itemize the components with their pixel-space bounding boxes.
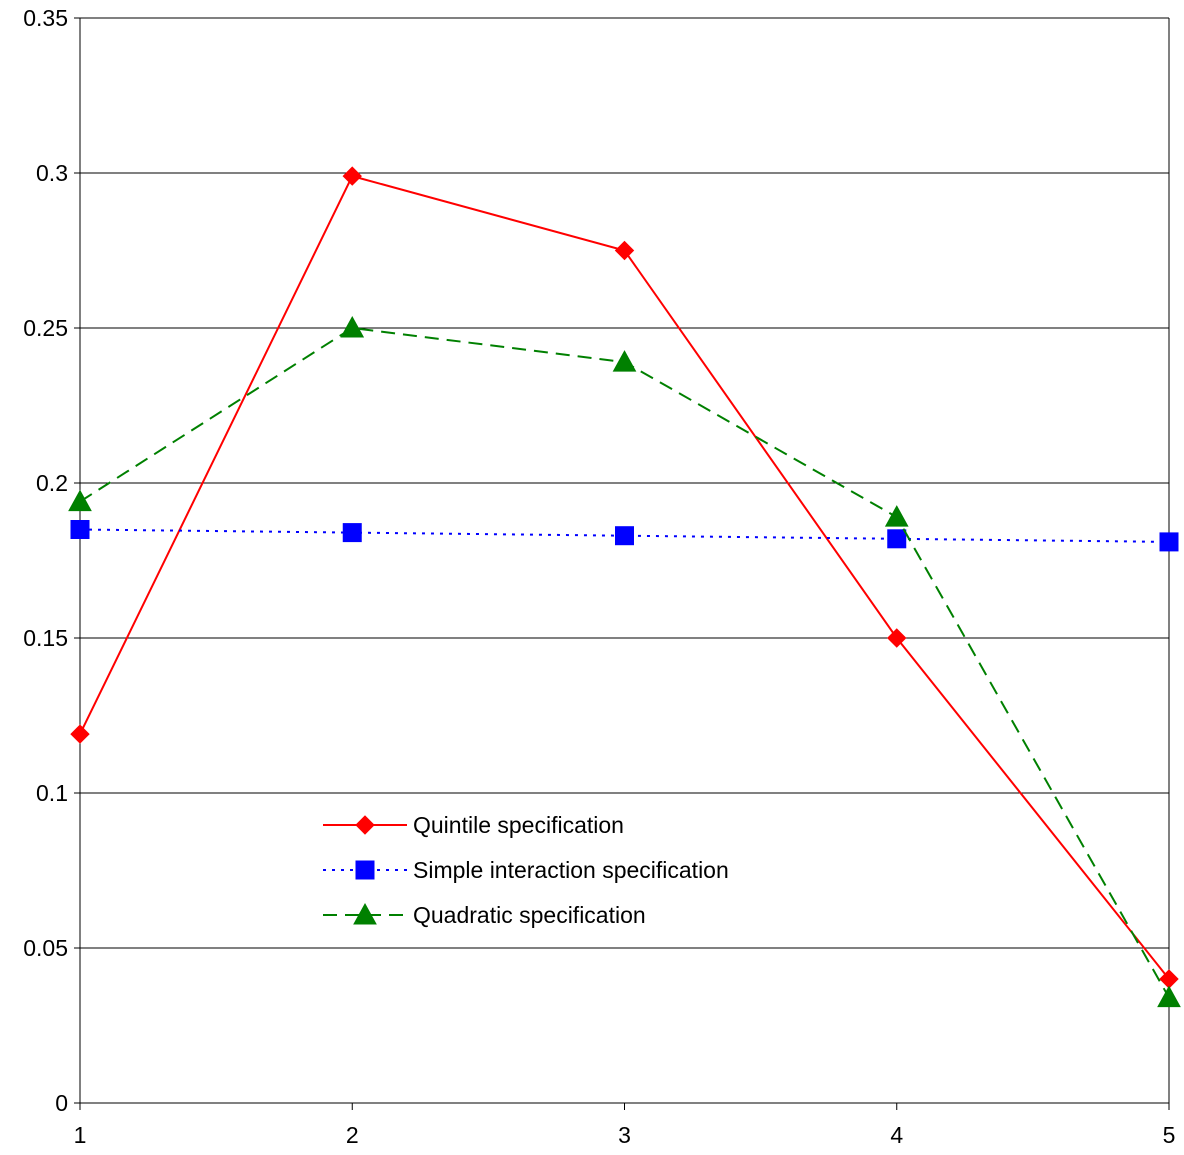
x-tick-label: 4	[890, 1122, 903, 1148]
y-tick-label: 0.05	[23, 935, 68, 961]
data-point-triangle	[68, 489, 92, 512]
legend-label: Quintile specification	[413, 812, 624, 838]
legend-item: Simple interaction specification	[323, 857, 729, 883]
y-tick-label: 0.15	[23, 625, 68, 651]
y-tick-label: 0.3	[36, 160, 68, 186]
legend: Quintile specification Simple interaction…	[323, 812, 729, 928]
legend-label: Quadratic specification	[413, 902, 646, 928]
legend-marker-diamond	[355, 815, 375, 835]
x-tick-label: 5	[1163, 1122, 1176, 1148]
x-tick-label: 3	[618, 1122, 631, 1148]
y-tick-label: 0	[55, 1090, 68, 1116]
legend-label: Simple interaction specification	[413, 857, 729, 883]
legend-marker-square	[355, 860, 375, 880]
data-point-diamond	[614, 240, 635, 261]
data-point-diamond	[887, 628, 907, 648]
data-point-square	[887, 529, 907, 549]
data-point-square	[615, 526, 634, 546]
series-layer	[68, 166, 1181, 1008]
data-point-square	[70, 520, 90, 539]
series-2	[68, 315, 1181, 1008]
data-point-square	[1159, 532, 1179, 552]
x-tick-label: 2	[346, 1122, 359, 1148]
legend-item: Quintile specification	[323, 812, 624, 838]
data-point-square	[342, 523, 362, 543]
y-tick-label: 0.25	[23, 315, 68, 341]
x-tick-label: 1	[74, 1122, 87, 1148]
series-1	[70, 520, 1179, 552]
grid-layer	[80, 17, 1169, 949]
axis-layer: 0 0.05 0.1 0.15 0.2 0.25 0.3 0.35 1 2 3 4 5	[23, 5, 1175, 1148]
y-tick-label: 0.1	[36, 780, 68, 806]
series-line	[79, 326, 1170, 999]
y-tick-label: 0.2	[36, 470, 68, 496]
data-point-diamond	[342, 166, 362, 186]
data-point-diamond	[70, 724, 90, 744]
series-0	[70, 166, 1179, 989]
data-point-triangle	[1157, 985, 1181, 1008]
legend-item: Quadratic specification	[323, 902, 646, 928]
y-tick-label: 0.35	[23, 5, 68, 31]
data-point-triangle	[884, 505, 909, 527]
legend-marker-triangle	[353, 902, 377, 925]
series-line	[79, 528, 1170, 543]
data-point-triangle	[612, 350, 637, 372]
data-point-triangle	[340, 315, 365, 338]
